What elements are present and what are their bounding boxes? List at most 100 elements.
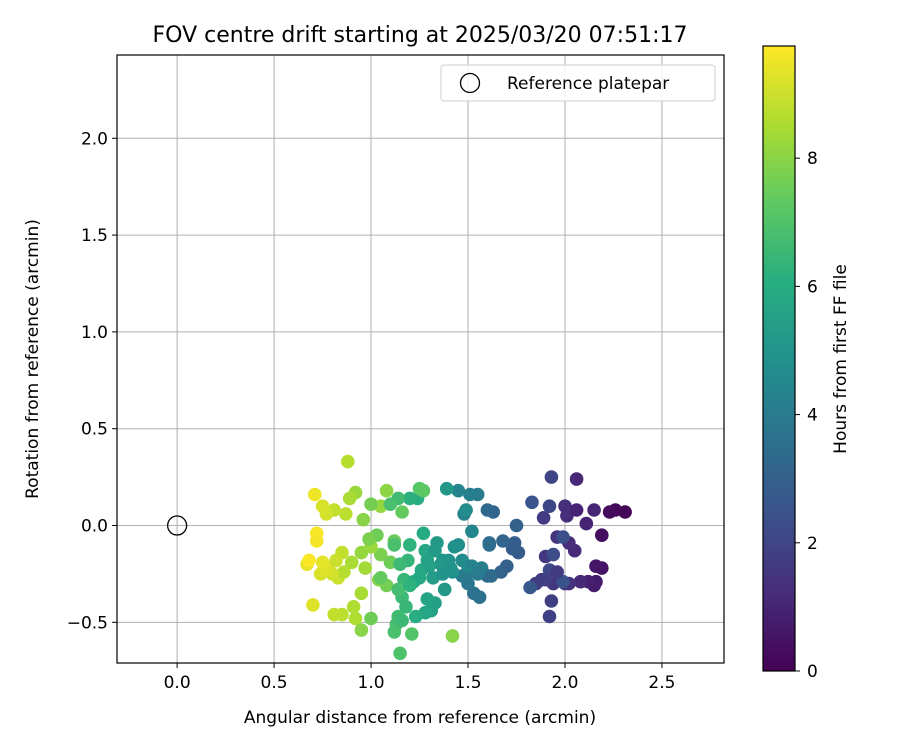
scatter-point <box>364 497 378 512</box>
x-tick-label: 1.0 <box>358 673 385 693</box>
scatter-point <box>373 571 388 585</box>
colorbar-tick-label: 4 <box>807 406 818 426</box>
scatter-point <box>542 609 557 624</box>
scatter-point <box>463 487 477 502</box>
colorbar-tick-label: 8 <box>807 149 818 169</box>
x-tick-label: 0.0 <box>164 673 191 693</box>
colorbar-gradient <box>762 45 796 672</box>
scatter-point <box>447 540 462 554</box>
x-axis-ticks: 0.0 0.5 1.0 1.5 2.0 2.5 <box>164 663 675 693</box>
scatter-point <box>383 497 398 512</box>
scatter-point <box>484 569 499 583</box>
scatter-point <box>459 503 473 517</box>
scatter-point <box>550 565 564 579</box>
scatter-point <box>558 499 572 513</box>
scatter-point <box>569 472 584 486</box>
x-tick-label: 2.5 <box>648 673 675 693</box>
scatter-point <box>354 545 369 560</box>
scatter-point <box>542 499 557 513</box>
scatter-point <box>403 491 417 506</box>
scatter-point <box>302 553 316 568</box>
legend-reference-marker <box>459 72 481 94</box>
scatter-point <box>344 555 359 570</box>
scatter-point <box>544 594 559 608</box>
scatter-point <box>439 481 454 496</box>
scatter-point <box>379 483 394 498</box>
scatter-point <box>556 530 570 544</box>
scatter-point <box>569 503 584 517</box>
scatter-point <box>387 538 402 552</box>
scatter-point <box>525 495 539 510</box>
grid-lines <box>117 55 724 663</box>
scatter-point <box>403 578 417 593</box>
scatter-point <box>393 557 407 571</box>
colorbar-ticks: 0 2 4 6 8 <box>795 149 818 682</box>
scatter-point <box>579 516 594 531</box>
scatter-point <box>391 582 406 597</box>
scatter-point <box>308 487 322 502</box>
y-tick-label: 1.0 <box>81 323 108 343</box>
y-tick-label: 1.5 <box>81 226 108 246</box>
scatter-point <box>329 553 343 568</box>
scatter-point <box>346 600 361 614</box>
y-axis-label: Rotation from reference (arcmin) <box>23 219 43 499</box>
scatter-point <box>337 565 351 579</box>
y-tick-label: 0.5 <box>81 420 108 440</box>
scatter-point <box>395 505 409 519</box>
scatter-point <box>408 609 423 624</box>
scatter-point <box>309 534 324 548</box>
chart-title: FOV centre drift starting at 2025/03/20 … <box>153 23 688 48</box>
scatter-point <box>399 600 413 614</box>
scatter-point <box>358 561 373 575</box>
scatter-point <box>339 507 353 521</box>
scatter-point <box>523 580 537 595</box>
scatter-point <box>470 567 485 581</box>
scatter-point <box>573 574 588 589</box>
scatter-point <box>509 518 524 533</box>
scatter-point <box>546 547 561 562</box>
scatter-point <box>544 470 559 484</box>
reference-marker-layer <box>166 515 188 536</box>
colorbar-tick-label: 2 <box>807 534 818 554</box>
scatter-point <box>315 555 330 570</box>
scatter-point <box>465 524 479 539</box>
scatter-point <box>341 454 355 469</box>
scatter-point <box>595 528 609 542</box>
scatter-point <box>589 559 603 573</box>
scatter-point <box>437 582 452 597</box>
scatter-point <box>416 483 431 498</box>
scatter-point <box>538 572 553 587</box>
legend-box <box>440 64 716 102</box>
x-tick-label: 1.5 <box>454 673 481 693</box>
scatter-point <box>356 512 371 527</box>
scatter-point <box>306 598 320 612</box>
x-tick-label: 2.0 <box>551 673 578 693</box>
colorbar-tick-label: 0 <box>807 662 818 682</box>
scatter-point <box>354 586 369 601</box>
scatter-point <box>315 499 330 513</box>
scatter-point <box>420 592 435 606</box>
y-axis-ticks: −0.5 0.0 0.5 1.0 1.5 2.0 <box>67 129 117 633</box>
y-tick-label: −0.5 <box>67 613 108 633</box>
scatter-point <box>451 483 466 498</box>
scatter-point <box>587 503 601 517</box>
scatter-point <box>327 607 342 622</box>
scatter-point <box>364 611 378 626</box>
scatter-point <box>373 547 388 562</box>
scatter-point <box>362 532 376 546</box>
scatter-point <box>405 627 419 641</box>
scatter-point <box>602 505 617 519</box>
scatter-point <box>395 613 409 628</box>
scatter-point <box>403 538 417 552</box>
scatter-point <box>536 511 551 525</box>
x-tick-label: 0.5 <box>261 673 288 693</box>
scatter-point <box>500 559 514 573</box>
scatter-point <box>480 503 495 517</box>
scatter-point <box>445 629 460 643</box>
legend: Reference platepar <box>440 64 716 102</box>
scatter-point <box>428 543 442 558</box>
scatter-point <box>412 571 427 585</box>
legend-entry-reference: Reference platepar <box>507 74 669 94</box>
scatter-point <box>443 561 458 575</box>
